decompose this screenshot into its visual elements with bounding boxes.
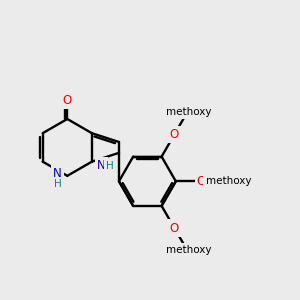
Text: N: N <box>53 167 62 180</box>
Text: N: N <box>97 159 106 172</box>
Text: methoxy: methoxy <box>206 176 251 186</box>
Text: methoxy: methoxy <box>166 245 211 255</box>
Text: O: O <box>63 94 72 107</box>
Text: O: O <box>170 128 179 141</box>
Text: H: H <box>106 160 114 170</box>
Text: O: O <box>170 222 179 235</box>
Text: O: O <box>197 175 206 188</box>
Text: methoxy: methoxy <box>166 107 211 117</box>
Text: H: H <box>54 179 62 189</box>
